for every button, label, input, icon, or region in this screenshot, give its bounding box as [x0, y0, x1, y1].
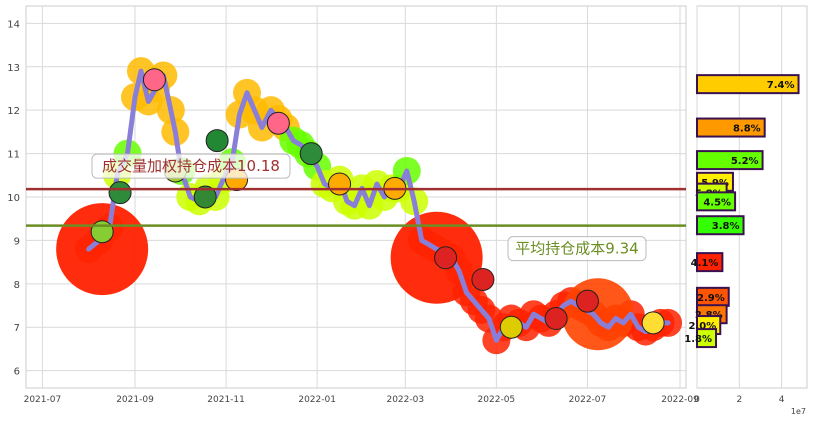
volume-bar-label: 4.5% [703, 197, 731, 208]
fruit-marker [90, 220, 114, 244]
cost-label-box [507, 236, 647, 262]
y-tick-label: 13 [7, 63, 20, 74]
volume-bar [696, 252, 724, 273]
x-tick-label: 2022-03 [386, 395, 424, 405]
fruit-marker [641, 311, 665, 335]
volume-bar-label: 2.9% [697, 293, 725, 304]
volume-bar-label: 4.1% [691, 258, 719, 269]
fruit-marker [108, 181, 132, 205]
x-tick-label: 2022-01 [298, 395, 336, 405]
volume-bar-label: 7.4% [767, 80, 795, 91]
volume-bar [696, 117, 766, 138]
cost-label-box [91, 153, 291, 179]
x-tick-label: 2022-05 [478, 395, 516, 405]
volume-bar-label: 1.8% [684, 334, 712, 345]
y-tick-label: 7 [14, 323, 20, 334]
fruit-marker [142, 68, 166, 92]
side-x-tick-label: 4 [779, 395, 785, 405]
volume-bar [696, 191, 737, 212]
x-tick-label: 2021-09 [116, 395, 154, 405]
volume-bar [696, 150, 764, 171]
x-tick-label: 2021-11 [207, 395, 245, 405]
fruit-marker [193, 185, 217, 209]
volume-distribution-chart: 0241e77.4%8.8%5.2%5.9%5.8%4.5%3.8%4.1%2.… [684, 5, 808, 416]
side-axis-exponent: 1e7 [791, 407, 806, 416]
volume-bar [696, 74, 800, 95]
y-tick-label: 11 [7, 150, 20, 161]
volume-bar-label: 5.2% [731, 156, 759, 167]
volume-bar-label: 2.0% [689, 321, 717, 332]
y-tick-label: 6 [14, 367, 20, 378]
y-tick-label: 10 [7, 193, 20, 204]
side-x-tick-label: 0 [694, 395, 700, 405]
fruit-marker [266, 111, 290, 135]
volume-bar-label: 8.8% [733, 124, 761, 135]
volume-bar [696, 328, 718, 349]
price-chart: 6 7 8 9 10 11 12 13 14 2021-07 2021-09 2021-11 2022-… [7, 5, 699, 405]
side-x-tick-label: 2 [736, 395, 742, 405]
y-tick-label: 12 [7, 106, 20, 117]
y-tick-label: 9 [14, 236, 20, 247]
fruit-marker [499, 315, 523, 339]
fruit-marker [434, 246, 458, 270]
fruit-marker [205, 129, 229, 153]
fruit-marker [328, 172, 352, 196]
fruit-marker [299, 142, 323, 166]
volume-blob [56, 203, 149, 296]
fruit-marker [471, 267, 495, 291]
cost-label: 成交量加权持仓成本10.18 [102, 157, 280, 175]
y-tick-label: 8 [14, 280, 20, 291]
volume-bar [696, 215, 745, 236]
cost-label: 平均持仓成本9.34 [515, 240, 638, 258]
y-tick-label: 14 [7, 19, 20, 30]
x-tick-label: 2022-07 [569, 395, 607, 405]
fruit-marker [544, 307, 568, 331]
fruit-marker [575, 289, 599, 313]
volume-blob [561, 278, 634, 351]
x-tick-label: 2022-09 [661, 395, 699, 405]
volume-bar-label: 3.8% [712, 221, 740, 232]
x-tick-label: 2021-07 [24, 395, 62, 405]
